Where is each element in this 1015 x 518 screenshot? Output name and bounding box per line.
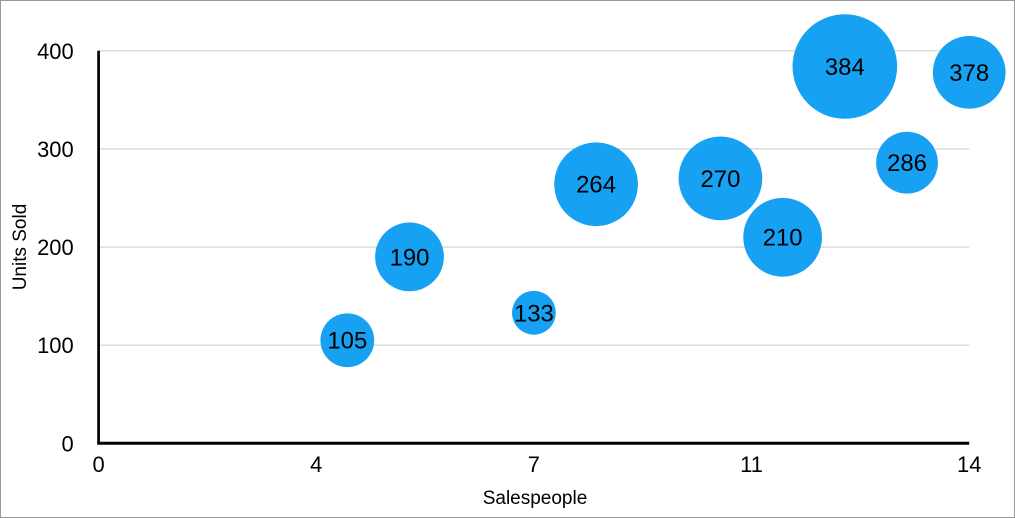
bubble[interactable] [792,14,898,119]
y-axis-title: Units Sold [10,203,31,291]
y-tick-label: 100 [37,333,74,358]
bubble[interactable] [876,131,938,194]
x-tick-label: 4 [310,452,322,477]
y-tick-label: 200 [37,235,74,260]
bubble[interactable] [554,142,638,227]
bubble-label: 264 [576,172,616,199]
x-tick-label: 0 [92,452,104,477]
bubble-label: 210 [763,225,803,252]
x-axis-title: Salespeople [482,488,588,509]
y-tick-label: 0 [61,431,73,456]
bubble[interactable] [678,136,763,221]
bubble-label: 133 [514,300,554,327]
bubble[interactable] [743,197,822,277]
bubble[interactable] [375,222,444,292]
x-tick-label: 14 [957,452,981,477]
bubble[interactable] [932,36,1006,109]
bubble[interactable] [511,290,556,335]
x-tick-label: 7 [528,452,540,477]
bubble-label: 384 [825,54,865,81]
y-tick-label: 300 [37,137,74,162]
bubble-label: 378 [949,60,989,87]
bubble-label: 286 [887,150,927,177]
bubble-label: 105 [327,328,367,355]
x-tick-label: 11 [740,452,763,477]
bubble[interactable] [320,313,375,368]
y-tick-label: 400 [37,39,74,64]
bubble-label: 270 [701,166,741,193]
bubble-label: 190 [390,244,430,271]
